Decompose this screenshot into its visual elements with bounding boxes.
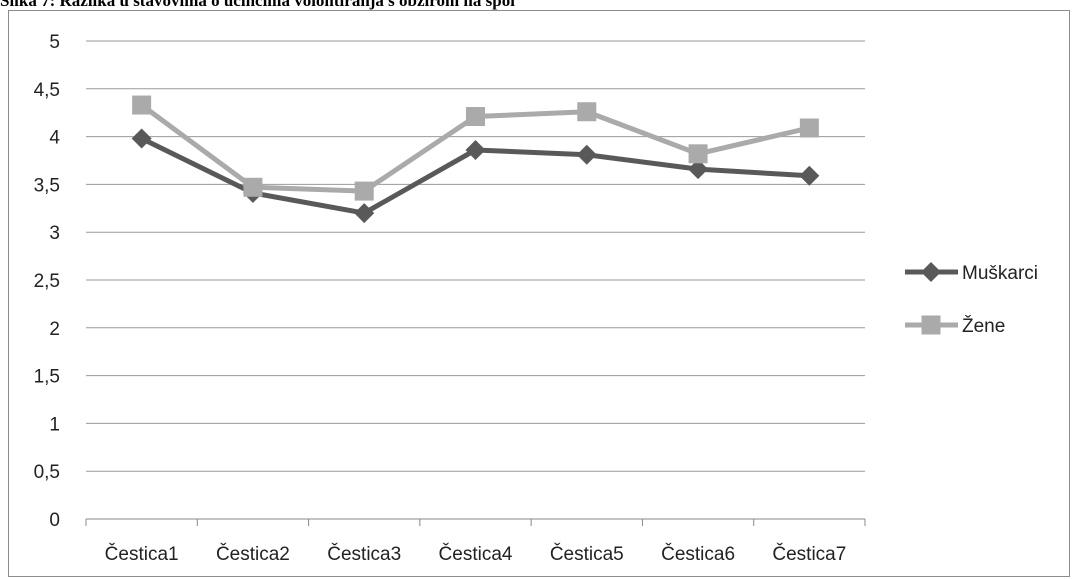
legend-item: Žene: [905, 315, 1005, 337]
y-tick-label: 2,5: [34, 271, 60, 292]
y-tick-label: 1,5: [34, 367, 60, 388]
data-point: [688, 144, 708, 164]
y-tick-label: 4,5: [34, 80, 60, 101]
x-tick-label: Čestica7: [772, 543, 846, 565]
y-tick-label: 1: [49, 414, 60, 435]
chart-frame: [8, 10, 1070, 577]
data-point: [799, 118, 819, 138]
data-point: [243, 177, 263, 197]
data-point: [131, 128, 152, 149]
x-tick-label: Čestica5: [550, 543, 624, 565]
series-2: [132, 95, 819, 201]
x-tick-label: Čestica1: [105, 543, 179, 565]
y-tick-label: 2: [49, 319, 60, 340]
legend-marker: [921, 315, 941, 335]
figure-caption: Slika 7: Razlika u stavovima o učincima …: [0, 0, 515, 10]
data-point: [354, 181, 374, 201]
x-tick-label: Čestica2: [216, 543, 290, 565]
series-layer: [131, 95, 820, 224]
y-tick-label: 3: [49, 223, 60, 244]
legend-item: Muškarci: [905, 262, 1038, 284]
y-axis-ticks: 0 0,5 1 1,5 2 2,5 3 3,5 4 4,5 5: [34, 32, 61, 531]
data-point: [688, 159, 709, 180]
data-point: [132, 95, 152, 115]
legend-label: Muškarci: [962, 263, 1038, 284]
y-tick-label: 3,5: [34, 175, 60, 196]
y-tick-label: 0: [49, 510, 60, 531]
legend-marker: [921, 262, 941, 282]
y-tick-label: 0,5: [34, 462, 60, 483]
y-tick-label: 4: [49, 128, 60, 149]
data-point: [577, 102, 597, 122]
data-point: [354, 203, 375, 224]
legend-label: Žene: [962, 315, 1005, 337]
gridlines: [86, 40, 865, 520]
x-tick-label: Čestica3: [327, 543, 401, 565]
data-point: [799, 165, 820, 186]
y-tick-label: 5: [49, 32, 60, 53]
legend: Muškarci Žene: [905, 262, 1038, 337]
data-point: [466, 107, 485, 127]
data-point: [465, 139, 486, 160]
data-point: [576, 144, 597, 165]
x-tick-label: Čestica6: [661, 543, 735, 565]
x-tick-label: Čestica4: [439, 543, 513, 565]
x-axis: Čestica1 Čestica2 Čestica3 Čestica4 Čestica5…: [85, 519, 866, 565]
